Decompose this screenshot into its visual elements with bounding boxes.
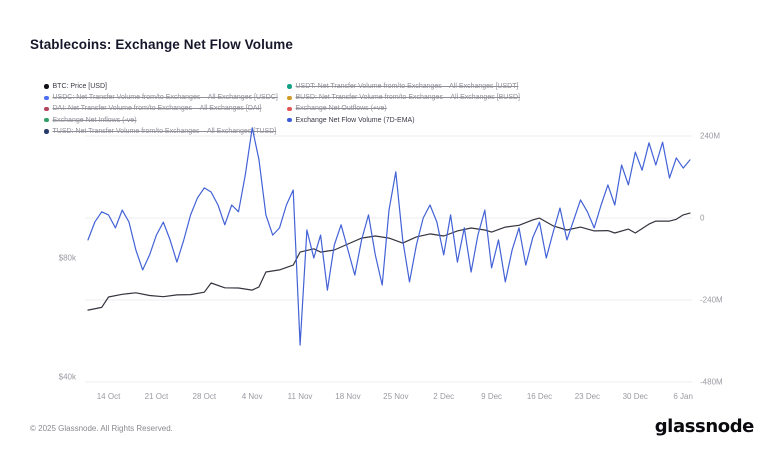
page-title: Stablecoins: Exchange Net Flow Volume	[30, 37, 294, 52]
x-axis-label: 14 Oct	[97, 392, 121, 401]
legend-column-left: BTC: Price [USD] USDC: Net Transfer Volum…	[44, 81, 278, 137]
y-axis-label-left: $80k	[59, 254, 77, 263]
y-axis-label-right: 0	[700, 214, 705, 223]
chart-plot-area[interactable]	[85, 122, 692, 385]
legend-label: DAI: Net Transfer Volume from/to Exchang…	[52, 105, 262, 113]
series-line-btc-price	[87, 212, 691, 311]
x-axis-label: 18 Nov	[335, 392, 360, 401]
legend-item-dai-net-transfer[interactable]: DAI: Net Transfer Volume from/to Exchang…	[44, 103, 278, 114]
legend-label: TUSD: Net Transfer Volume from/to Exchan…	[52, 127, 277, 135]
x-axis-label: 6 Jan	[673, 392, 693, 401]
legend-label: Exchange Net Outflows (+ve)	[295, 105, 387, 113]
x-axis-label: 11 Nov	[288, 392, 313, 401]
legend-column-right: USDT: Net Transfer Volume from/to Exchan…	[287, 81, 520, 126]
legend-item-usdc-net-transfer[interactable]: USDC: Net Transfer Volume from/to Exchan…	[44, 92, 278, 103]
x-axis-label: 30 Dec	[623, 392, 648, 401]
x-axis-label: 16 Dec	[527, 392, 552, 401]
legend-label: Exchange Net Inflows (-ve)	[52, 116, 137, 124]
y-axis-label-right: -480M	[700, 378, 723, 387]
legend-label: Exchange Net Flow Volume (7D-EMA)	[295, 116, 415, 124]
legend-dot-exchange-net-inflows	[44, 117, 49, 123]
legend-dot-exchange-net-flow-volume	[287, 117, 292, 123]
legend-label: USDC: Net Transfer Volume from/to Exchan…	[52, 94, 278, 102]
legend-dot-dai-net-transfer	[44, 106, 49, 112]
legend-item-exchange-net-flow-volume[interactable]: Exchange Net Flow Volume (7D-EMA)	[287, 115, 520, 126]
legend-item-busd-net-transfer[interactable]: BUSD: Net Transfer Volume from/to Exchan…	[287, 92, 520, 103]
legend-item-tusd-net-transfer[interactable]: TUSD: Net Transfer Volume from/to Exchan…	[44, 126, 278, 137]
legend-dot-tusd-net-transfer	[44, 129, 49, 134]
y-axis-label-right: -240M	[700, 296, 723, 305]
legend-label: USDT: Net Transfer Volume from/to Exchan…	[295, 83, 519, 91]
legend-dot-exchange-net-outflows	[287, 106, 292, 112]
legend-item-btc-price[interactable]: BTC: Price [USD]	[44, 81, 278, 92]
legend-label: BUSD: Net Transfer Volume from/to Exchan…	[295, 94, 521, 102]
legend-label: BTC: Price [USD]	[52, 83, 107, 91]
y-axis-label-right: 240M	[700, 132, 720, 141]
legend-item-exchange-net-inflows[interactable]: Exchange Net Inflows (-ve)	[44, 115, 278, 126]
x-axis-label: 25 Nov	[383, 392, 408, 401]
x-axis-label: 9 Dec	[481, 392, 502, 401]
legend-item-exchange-net-outflows[interactable]: Exchange Net Outflows (+ve)	[287, 103, 520, 114]
copyright-text: © 2025 Glassnode. All Rights Reserved.	[30, 424, 173, 433]
glassnode-logo: glassnode	[654, 416, 755, 437]
legend-dot-busd-net-transfer	[287, 95, 292, 101]
x-axis-label: 23 Dec	[575, 392, 600, 401]
x-axis-label: 21 Oct	[145, 392, 169, 401]
x-axis-label: 28 Oct	[193, 392, 217, 401]
series-line-net-flow-volume	[87, 127, 691, 346]
y-axis-label-left: $40k	[59, 373, 77, 382]
legend-item-usdt-net-transfer[interactable]: USDT: Net Transfer Volume from/to Exchan…	[287, 81, 520, 92]
x-axis-label: 4 Nov	[242, 392, 263, 401]
legend-dot-btc-price	[44, 84, 49, 89]
legend-dot-usdt-net-transfer	[287, 84, 292, 89]
legend-dot-usdc-net-transfer	[44, 95, 49, 101]
x-axis-label: 2 Dec	[433, 392, 454, 401]
